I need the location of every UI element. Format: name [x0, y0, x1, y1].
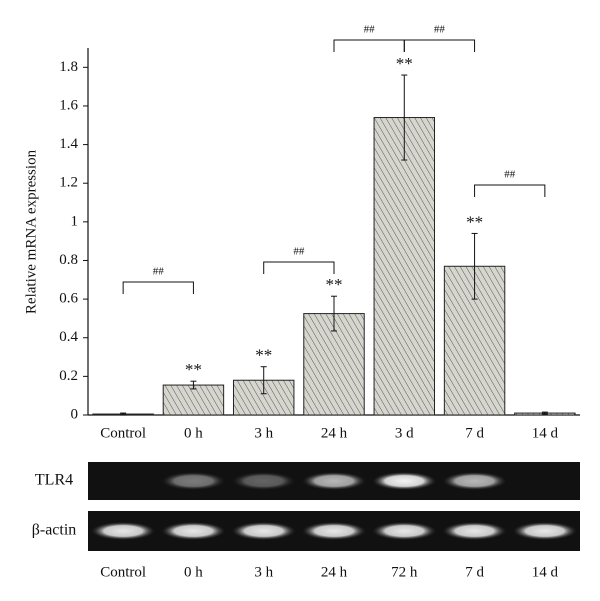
- significance: **: [326, 275, 343, 294]
- y-tick-label: 0.2: [59, 368, 78, 384]
- gel-lane-label: 3 h: [254, 564, 273, 580]
- gel-lane-label: 14 d: [532, 564, 559, 580]
- x-tick-label: 0 h: [184, 425, 203, 441]
- y-tick-label: 0: [71, 406, 79, 422]
- gel-band: [302, 522, 366, 540]
- bracket-label: ##: [504, 169, 516, 181]
- x-tick-label: Control: [100, 425, 146, 441]
- gel-band: [442, 522, 507, 540]
- gel-band: [372, 522, 437, 540]
- significance: **: [185, 360, 202, 379]
- gel-lane-label: Control: [100, 564, 146, 580]
- gel-lane-label: 0 h: [184, 564, 203, 580]
- gel-band: [231, 472, 296, 490]
- y-tick-label: 1.4: [59, 136, 78, 152]
- y-tick-label: 1.8: [59, 59, 78, 75]
- y-tick-label: 1.6: [59, 97, 78, 113]
- gel-band: [91, 522, 156, 540]
- gel-band: [372, 472, 437, 490]
- bracket: [263, 261, 335, 274]
- y-tick-label: 1: [71, 213, 79, 229]
- x-tick-label: 3 h: [254, 425, 273, 441]
- bracket-label: ##: [364, 24, 376, 36]
- x-tick-label: 7 d: [465, 425, 484, 441]
- y-tick-label: 0.4: [59, 329, 78, 345]
- gel-row-label: TLR4: [35, 472, 73, 489]
- gel-band: [231, 522, 296, 540]
- gel-band: [442, 472, 507, 490]
- bracket: [403, 39, 476, 52]
- y-axis-label: Relative mRNA expression: [23, 149, 39, 314]
- gel-band: [161, 522, 226, 540]
- bar: [303, 313, 365, 416]
- y-tick-label: 1.2: [59, 175, 78, 191]
- bar: [373, 117, 436, 416]
- gel-band: [512, 522, 577, 540]
- gel-lane-label: 72 h: [391, 564, 418, 580]
- x-tick-label: 14 d: [532, 425, 559, 441]
- x-tick-label: 24 h: [321, 425, 348, 441]
- gel-row-label: β-actin: [32, 522, 77, 539]
- x-tick-label: 3 d: [395, 425, 414, 441]
- bracket-label: ##: [293, 246, 305, 258]
- bracket: [333, 39, 405, 52]
- gel-band: [302, 472, 366, 490]
- bracket-label: ##: [153, 266, 165, 278]
- significance: **: [255, 346, 272, 365]
- gel-lane-label: 24 h: [321, 564, 348, 580]
- y-tick-label: 0.8: [59, 252, 78, 268]
- y-tick-label: 0.6: [59, 291, 78, 307]
- bracket-label: ##: [434, 24, 446, 36]
- gel-lane-label: 7 d: [465, 564, 484, 580]
- bar: [162, 384, 225, 416]
- significance: **: [466, 212, 483, 231]
- bracket: [474, 184, 546, 197]
- gel-band: [161, 472, 226, 490]
- bracket: [122, 281, 194, 294]
- significance: **: [396, 54, 413, 73]
